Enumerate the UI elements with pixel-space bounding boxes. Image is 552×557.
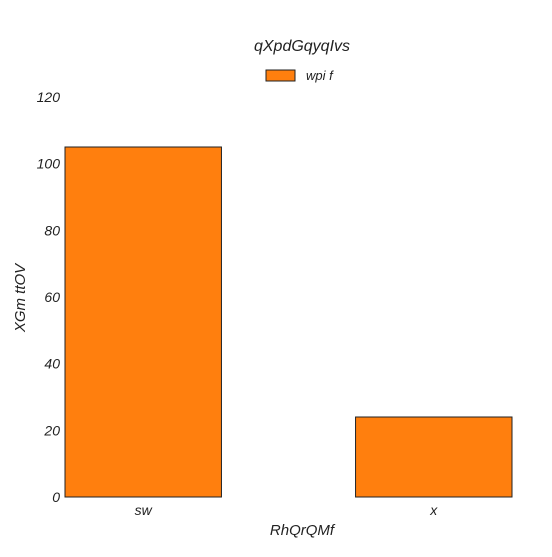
bar-sw xyxy=(64,146,222,498)
y-axis-ticks: 0 20 40 60 80 100 120 xyxy=(37,89,61,505)
legend-label: wpi f xyxy=(306,68,334,83)
y-tick-label: 0 xyxy=(52,489,60,505)
legend-swatch xyxy=(265,69,296,82)
x-axis-label: RhQrQMf xyxy=(270,522,336,539)
y-tick-label: 40 xyxy=(44,356,60,372)
x-tick-label: sw xyxy=(135,502,153,518)
x-tick-label: x xyxy=(429,502,438,518)
legend: wpi f xyxy=(265,68,334,83)
y-axis-label: XGm ttOV xyxy=(12,262,29,333)
bars xyxy=(64,146,513,498)
y-tick-label: 120 xyxy=(37,89,61,105)
y-tick-label: 20 xyxy=(43,422,60,438)
y-tick-label: 80 xyxy=(44,222,60,238)
y-tick-label: 60 xyxy=(44,289,60,305)
x-axis-ticks: sw x xyxy=(135,502,439,518)
bar-x xyxy=(355,416,513,498)
chart-title: qXpdGqyqIvs xyxy=(254,38,350,55)
y-tick-label: 100 xyxy=(37,156,61,172)
